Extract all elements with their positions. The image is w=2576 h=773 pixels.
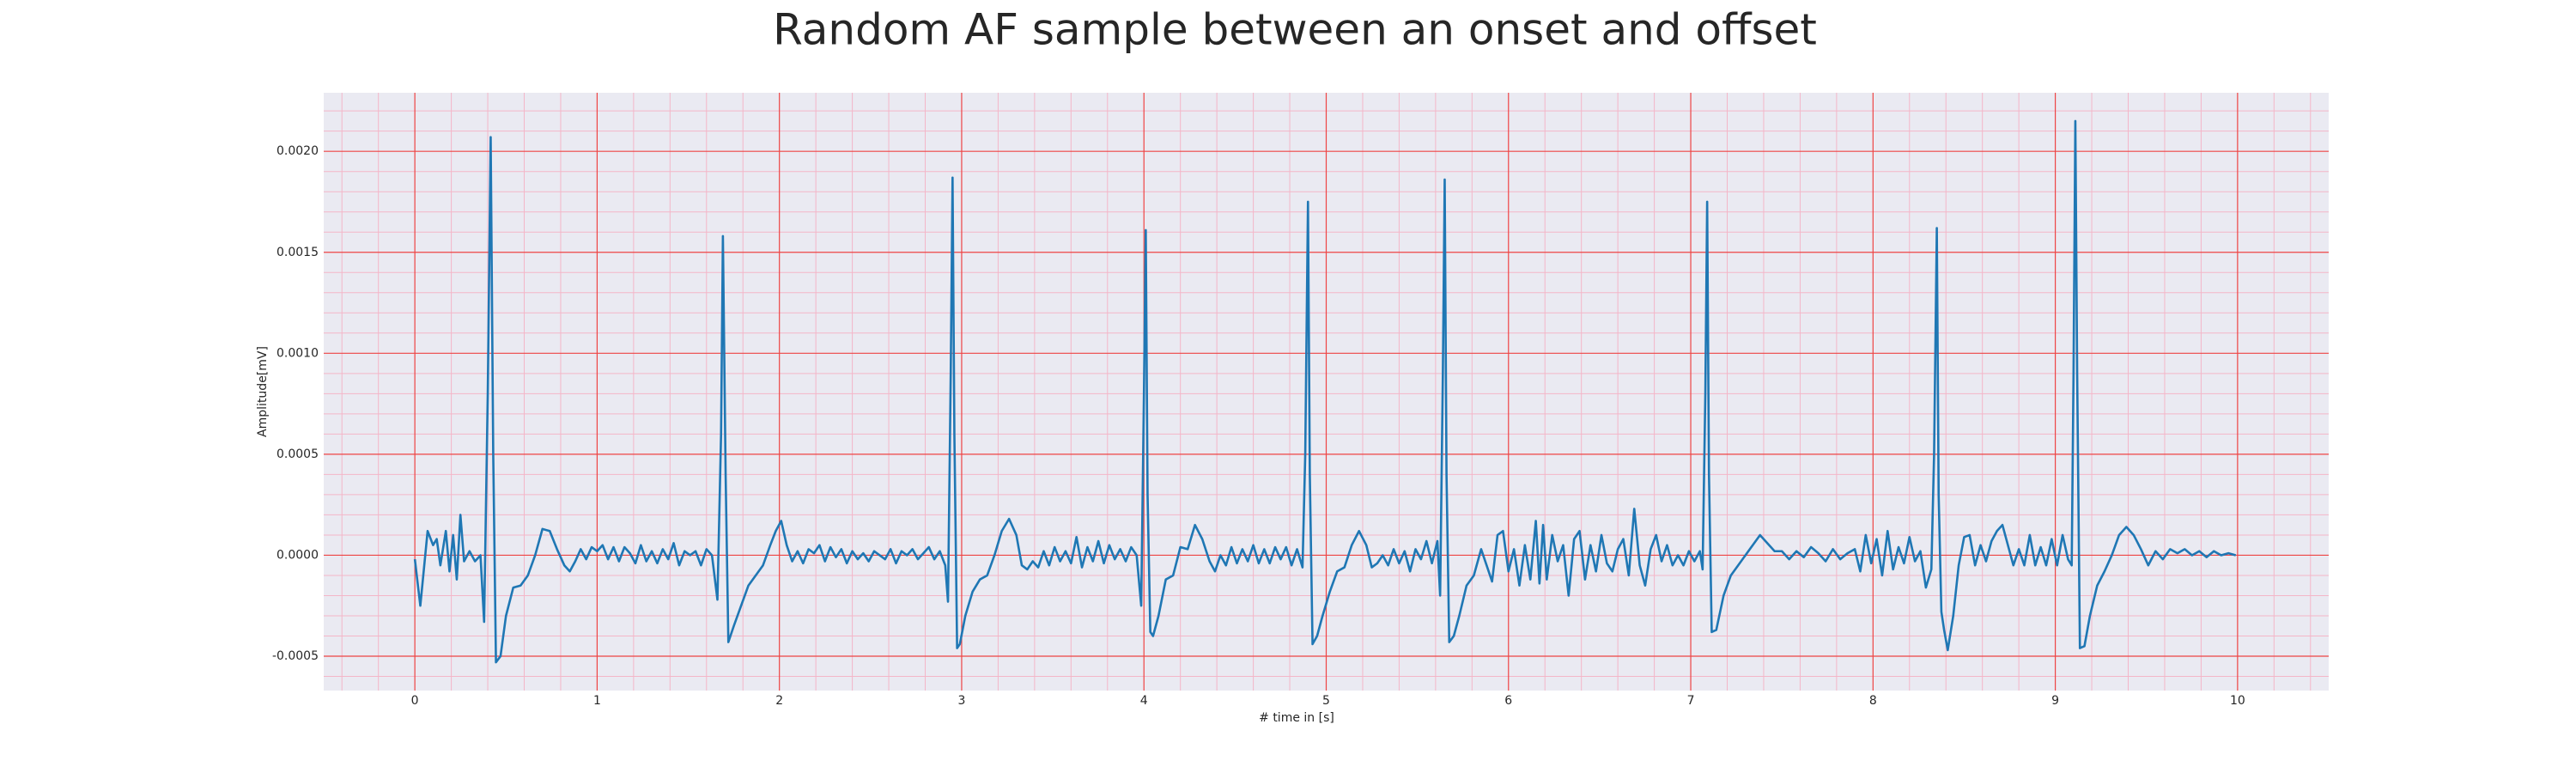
y-tick-label: 0.0015 <box>276 246 319 259</box>
x-tick-label: 10 <box>2230 694 2245 708</box>
x-tick-label: 0 <box>411 694 419 708</box>
chart-title: Random AF sample between an onset and of… <box>773 5 1817 55</box>
y-tick-label: 0.0020 <box>276 144 319 158</box>
x-tick-label: 9 <box>2051 694 2059 708</box>
x-tick-label: 5 <box>1322 694 1330 708</box>
x-axis-label: # time in [s] <box>1259 711 1334 725</box>
y-tick-label: 0.0010 <box>276 346 319 360</box>
signal-line <box>413 119 2237 664</box>
y-axis-label: Amplitude[mV] <box>256 346 270 437</box>
x-tick-label: 2 <box>775 694 783 708</box>
x-tick-label: 6 <box>1504 694 1512 708</box>
y-tick-label: 0.0005 <box>276 447 319 461</box>
y-tick-label: 0.0000 <box>276 548 319 562</box>
x-tick-label: 1 <box>593 694 601 708</box>
x-tick-label: 4 <box>1140 694 1148 708</box>
x-tick-label: 3 <box>957 694 965 708</box>
y-tick-label: -0.0005 <box>272 649 319 663</box>
x-tick-label: 8 <box>1869 694 1877 708</box>
x-tick-label: 7 <box>1687 694 1695 708</box>
